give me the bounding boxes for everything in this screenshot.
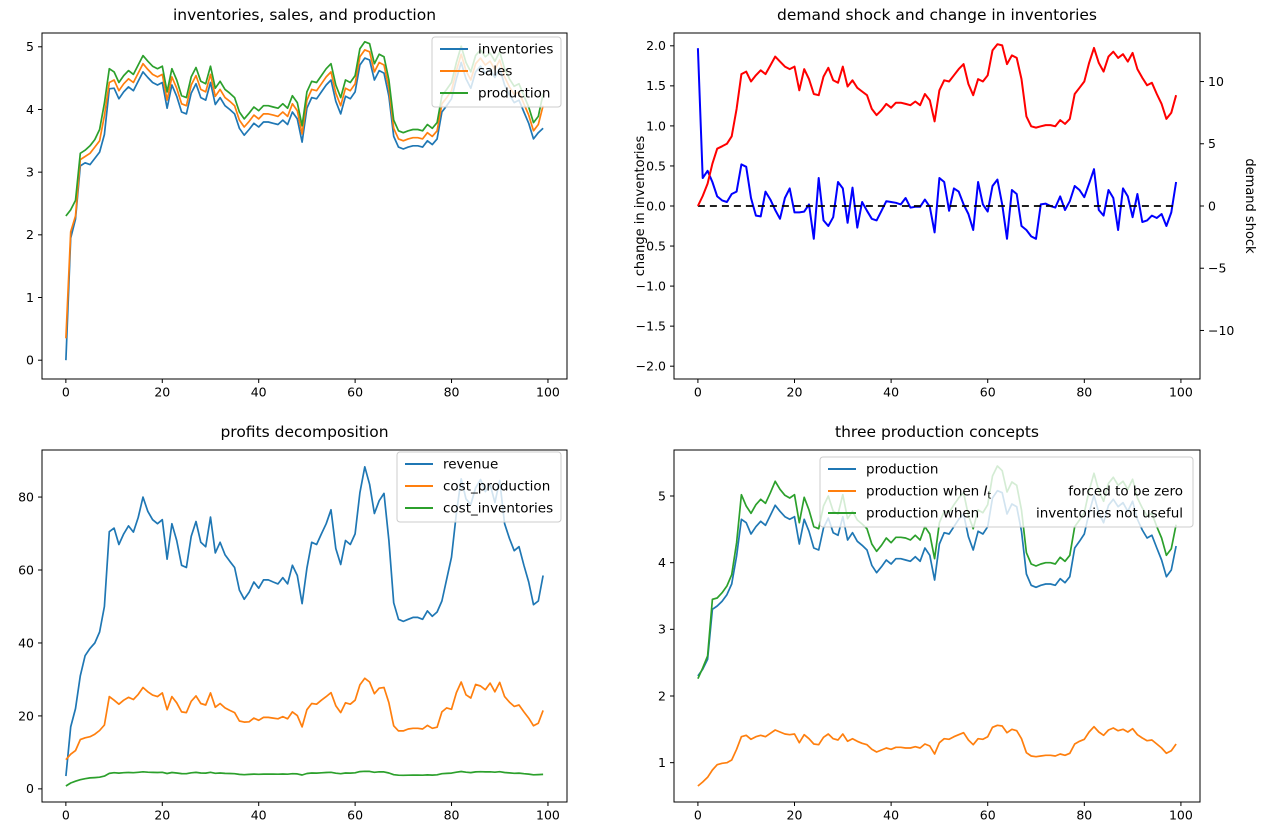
- svg-text:inventories, sales, and produc: inventories, sales, and production: [173, 6, 436, 24]
- svg-text:60: 60: [18, 562, 34, 577]
- svg-text:0: 0: [26, 781, 34, 796]
- svg-text:100: 100: [1169, 808, 1193, 823]
- svg-text:80: 80: [18, 489, 34, 504]
- svg-text:production when: production when: [866, 506, 979, 522]
- svg-text:2: 2: [658, 688, 666, 703]
- svg-text:3: 3: [658, 622, 666, 637]
- svg-text:80: 80: [1076, 385, 1092, 400]
- svg-text:3: 3: [26, 165, 34, 180]
- svg-text:0.0: 0.0: [646, 198, 666, 213]
- svg-text:cost_production: cost_production: [443, 479, 550, 495]
- svg-text:inventories not useful: inventories not useful: [1036, 506, 1183, 522]
- svg-text:20: 20: [154, 808, 170, 823]
- svg-text:40: 40: [251, 808, 267, 823]
- svg-text:0: 0: [62, 808, 70, 823]
- svg-text:100: 100: [536, 808, 560, 823]
- svg-text:20: 20: [18, 708, 34, 723]
- svg-text:0: 0: [62, 385, 70, 400]
- svg-text:−0.5: −0.5: [636, 238, 666, 253]
- svg-text:60: 60: [980, 808, 996, 823]
- svg-text:40: 40: [883, 808, 899, 823]
- svg-text:80: 80: [1076, 808, 1092, 823]
- svg-text:1.0: 1.0: [646, 118, 666, 133]
- svg-text:4: 4: [658, 555, 666, 570]
- svg-text:production: production: [478, 86, 551, 102]
- svg-text:2: 2: [26, 227, 34, 242]
- svg-text:−5: −5: [1208, 261, 1226, 276]
- svg-text:0: 0: [694, 385, 702, 400]
- svg-text:demand shock: demand shock: [1242, 158, 1257, 254]
- svg-text:60: 60: [347, 808, 363, 823]
- chart-inventories-sales-production: 0 20 40 60 80 100 0 1 2 3 4 5 inventories, sales, an…: [0, 0, 634, 417]
- svg-text:inventories: inventories: [478, 42, 553, 58]
- svg-text:production: production: [866, 462, 939, 478]
- svg-text:three production concepts: three production concepts: [835, 423, 1039, 441]
- svg-text:0: 0: [1208, 198, 1216, 213]
- svg-text:20: 20: [154, 385, 170, 400]
- svg-text:−1.5: −1.5: [636, 319, 666, 334]
- svg-text:sales: sales: [478, 64, 512, 80]
- svg-text:40: 40: [883, 385, 899, 400]
- svg-text:5: 5: [26, 39, 34, 54]
- chart-demand-shock-change-inventories: 0 20 40 60 80 100 2.0 1.5 1.0 0.5 0.0 −0.5 −1.0 −1.5−…: [633, 0, 1268, 417]
- svg-text:40: 40: [18, 635, 34, 650]
- svg-text:−2.0: −2.0: [636, 359, 666, 374]
- svg-text:−10: −10: [1208, 323, 1234, 338]
- svg-text:5: 5: [658, 488, 666, 503]
- svg-text:4: 4: [26, 102, 34, 117]
- svg-text:40: 40: [251, 385, 267, 400]
- svg-text:demand shock and change in inv: demand shock and change in inventories: [777, 6, 1097, 24]
- svg-text:5: 5: [1208, 136, 1216, 151]
- svg-text:forced to be zero: forced to be zero: [1068, 484, 1183, 500]
- svg-text:80: 80: [444, 808, 460, 823]
- svg-text:1: 1: [26, 290, 34, 305]
- svg-text:0: 0: [26, 353, 34, 368]
- svg-text:revenue: revenue: [443, 457, 498, 473]
- svg-text:100: 100: [536, 385, 560, 400]
- svg-text:20: 20: [787, 808, 803, 823]
- svg-text:profits decomposition: profits decomposition: [220, 423, 388, 441]
- svg-text:1: 1: [658, 755, 666, 770]
- svg-text:cost_inventories: cost_inventories: [443, 501, 553, 517]
- svg-text:2.0: 2.0: [646, 38, 666, 53]
- svg-text:60: 60: [980, 385, 996, 400]
- chart-profits-decomposition: 0 20 40 60 80 100 0 20 40 60 80 profits decompositi…: [0, 417, 634, 834]
- svg-text:80: 80: [444, 385, 460, 400]
- svg-text:60: 60: [347, 385, 363, 400]
- chart-three-production-concepts: 0 20 40 60 80 100 1 2 3 4 5 three production concep…: [634, 417, 1268, 834]
- svg-text:change in inventories: change in inventories: [634, 136, 648, 277]
- svg-text:20: 20: [787, 385, 803, 400]
- svg-text:1.5: 1.5: [646, 78, 666, 93]
- svg-text:10: 10: [1208, 74, 1224, 89]
- svg-text:0.5: 0.5: [646, 158, 666, 173]
- svg-text:production when It: production when It: [866, 484, 992, 502]
- svg-text:0: 0: [694, 808, 702, 823]
- svg-text:100: 100: [1169, 385, 1193, 400]
- svg-text:−1.0: −1.0: [636, 278, 666, 293]
